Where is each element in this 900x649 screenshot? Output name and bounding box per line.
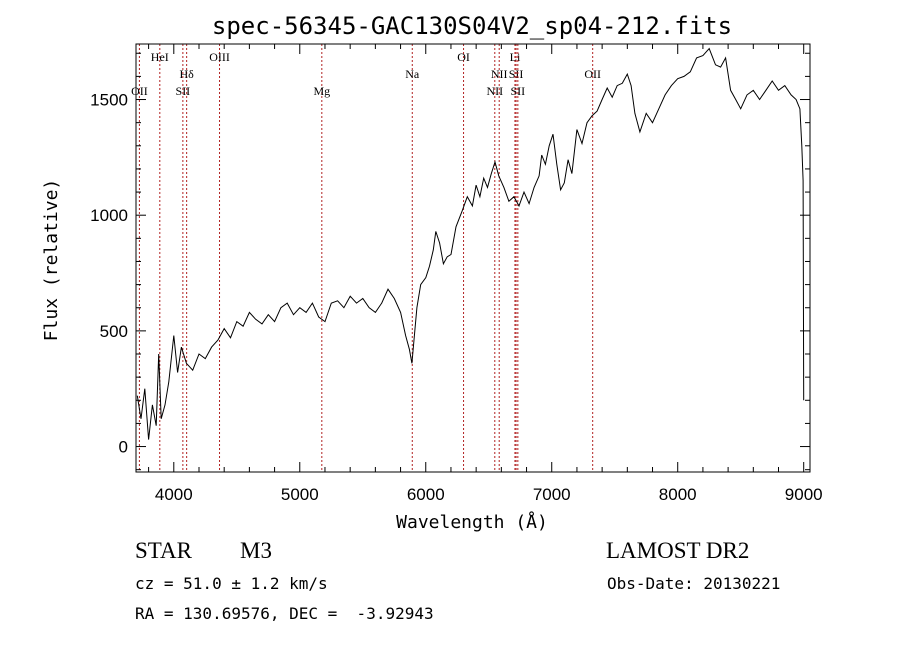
x-tick-label: 5000	[281, 485, 319, 504]
x-tick-label: 4000	[155, 485, 193, 504]
obs-date-text: Obs-Date: 20130221	[607, 574, 781, 593]
coords-text: RA = 130.69576, DEC = -3.92943	[135, 604, 434, 623]
y-tick-label: 500	[100, 322, 128, 341]
y-tick-label: 1000	[90, 206, 128, 225]
spectral-line-label: SII	[509, 67, 524, 81]
spectral-line-label: HeI	[151, 50, 169, 64]
spectral-line-label: OII	[131, 84, 148, 98]
x-axis-label: Wavelength (Å)	[396, 511, 548, 533]
spectral-line-label: Hδ	[179, 67, 194, 81]
spectral-line-label: Li	[510, 50, 521, 64]
spectral-line-label: OI	[457, 50, 470, 64]
survey-label: LAMOST DR2	[606, 538, 750, 563]
spectrum-line	[136, 47, 805, 440]
y-tick-label: 1500	[90, 91, 128, 110]
object-class: STAR	[135, 538, 192, 563]
spectral-line-label: Mg	[313, 84, 330, 98]
y-tick-label: 0	[119, 438, 128, 457]
plot-frame	[135, 43, 811, 473]
redshift-text: cz = 51.0 ± 1.2 km/s	[135, 574, 328, 593]
spectral-line-label: SII	[511, 84, 526, 98]
x-tick-label: 8000	[659, 485, 697, 504]
object-subclass: M3	[240, 538, 272, 563]
spectral-line-label: NII	[486, 84, 503, 98]
spectral-line-label: NII	[491, 67, 508, 81]
spectral-line-label: OIII	[209, 50, 230, 64]
chart-title: spec-56345-GAC130S04V2_sp04-212.fits	[212, 12, 732, 40]
spectral-line-label: Na	[405, 67, 420, 81]
x-tick-label: 9000	[785, 485, 823, 504]
spectral-line-label: OII	[584, 67, 601, 81]
y-axis-label: Flux (relative)	[41, 179, 62, 342]
spectral-line-label: SII	[176, 84, 191, 98]
x-tick-label: 7000	[533, 485, 571, 504]
y-axis-ticks: 0 500 1000 1500	[90, 52, 810, 471]
x-axis-ticks: 4000 5000 6000 7000 8000 9000	[148, 44, 823, 504]
x-tick-label: 6000	[407, 485, 445, 504]
